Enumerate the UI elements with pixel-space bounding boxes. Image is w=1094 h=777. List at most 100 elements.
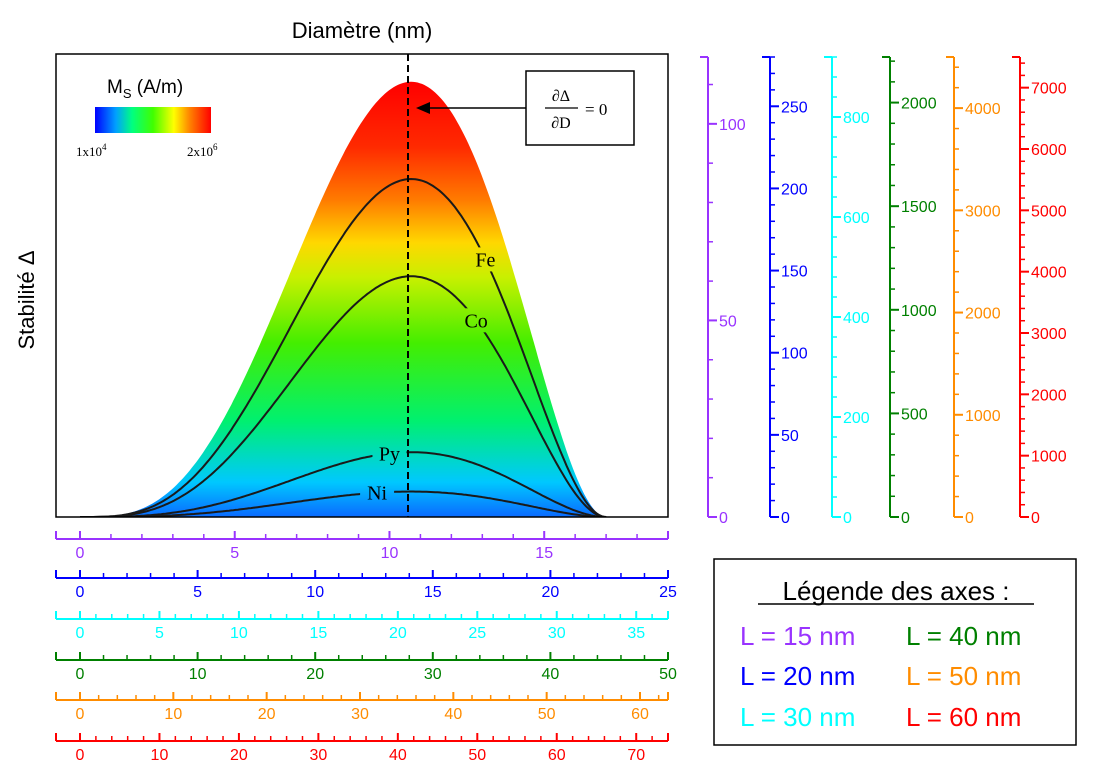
x-tick-label: 20 <box>542 584 560 601</box>
y-tick-label: 1000 <box>965 408 1001 425</box>
x-tick-label: 10 <box>189 666 207 683</box>
x-tick-label: 70 <box>627 747 645 764</box>
x-tick-label: 10 <box>381 545 399 562</box>
x-tick-label: 0 <box>76 625 85 642</box>
material-labels: Fe Co Py Ni <box>360 247 503 505</box>
legend-entry: L = 20 nm <box>740 661 855 691</box>
y-tick-label: 0 <box>843 510 852 527</box>
x-tick-label: 25 <box>659 584 677 601</box>
x-tick-label: 50 <box>468 747 486 764</box>
y-tick-label: 500 <box>901 406 928 423</box>
y-tick-label: 1000 <box>901 303 937 320</box>
y-axis-4: 0 1000 2000 3000 4000 <box>946 56 1001 527</box>
x-tick-label: 25 <box>468 625 486 642</box>
x-tick-label: 20 <box>230 747 248 764</box>
y-tick-label: 0 <box>1031 510 1040 527</box>
plot-frame <box>55 53 669 518</box>
x-axis-2: 0 5 10 15 20 25 30 35 <box>55 611 669 642</box>
material-curves <box>80 177 607 517</box>
y-axis-5: 0 1000 2000 3000 4000 5000 6000 7000 <box>1012 56 1067 527</box>
x-axis-1: 0 5 10 15 20 25 <box>55 570 677 601</box>
colorbar-min-label: 1x104 <box>76 142 107 159</box>
curve-py <box>80 451 607 517</box>
curve-label-fe: Fe <box>475 249 495 271</box>
stability-surface <box>80 81 607 518</box>
curve-label-co: Co <box>464 310 487 332</box>
colorbar-title: MS (A/m) <box>107 77 183 101</box>
x-tick-label: 15 <box>424 584 442 601</box>
annotation-equals: = 0 <box>585 100 607 119</box>
y-tick-label: 200 <box>843 410 870 427</box>
x-tick-label: 30 <box>351 706 369 723</box>
x-tick-label: 10 <box>164 706 182 723</box>
legend-box <box>713 558 1077 746</box>
y-tick-label: 0 <box>719 510 728 527</box>
curve-fe <box>80 177 607 517</box>
x-tick-label: 40 <box>542 666 560 683</box>
curve-ni <box>80 490 607 517</box>
y-tick-label: 800 <box>843 110 870 127</box>
x-tick-label: 40 <box>444 706 462 723</box>
y-tick-label: 2000 <box>901 96 937 113</box>
annotation-denominator: ∂D <box>551 115 570 132</box>
x-tick-label: 50 <box>538 706 556 723</box>
annotation-numerator: ∂Δ <box>552 88 570 105</box>
legend-entry: L = 40 nm <box>906 621 1021 651</box>
x-tick-label: 20 <box>389 625 407 642</box>
x-axes: 0 5 10 15 0 5 10 15 20 25 0 5 10 15 20 25 30 35 0 10 20 30 40 5… <box>55 531 677 764</box>
legend-entries: L = 15 nm L = 40 nm L = 20 nm L = 50 nm L = … <box>740 621 1021 732</box>
x-tick-label: 5 <box>155 625 164 642</box>
y-tick-label: 1500 <box>901 199 937 216</box>
legend-entry: L = 50 nm <box>906 661 1021 691</box>
x-tick-label: 15 <box>535 545 553 562</box>
x-tick-label: 40 <box>389 747 407 764</box>
y-axis-0: 0 50 100 <box>700 56 746 527</box>
y-axis-2: 0 200 400 600 800 <box>824 56 870 527</box>
x-tick-label: 0 <box>76 666 85 683</box>
x-tick-label: 5 <box>193 584 202 601</box>
x-tick-label: 0 <box>76 706 85 723</box>
annotation-arrowhead <box>416 102 430 114</box>
y-tick-label: 7000 <box>1031 81 1067 98</box>
x-axis-4: 0 10 20 30 40 50 60 <box>55 692 669 723</box>
x-tick-label: 5 <box>230 545 239 562</box>
ms-colorbar: MS (A/m) 1x104 2x106 <box>76 77 218 159</box>
y-tick-label: 0 <box>965 510 974 527</box>
legend-entry: L = 15 nm <box>740 621 855 651</box>
y-tick-label: 150 <box>781 264 808 281</box>
y-tick-label: 2000 <box>1031 387 1067 404</box>
y-tick-label: 100 <box>719 117 746 134</box>
y-tick-label: 0 <box>781 510 790 527</box>
x-tick-label: 35 <box>627 625 645 642</box>
x-tick-label: 20 <box>258 706 276 723</box>
x-tick-label: 0 <box>76 584 85 601</box>
y-tick-label: 200 <box>781 181 808 198</box>
y-tick-label: 4000 <box>965 101 1001 118</box>
x-tick-label: 30 <box>424 666 442 683</box>
x-tick-label: 10 <box>230 625 248 642</box>
curve-label-gap <box>360 480 395 505</box>
y-tick-label: 0 <box>901 510 910 527</box>
y-tick-label: 4000 <box>1031 265 1067 282</box>
x-tick-label: 30 <box>548 625 566 642</box>
x-axis-3: 0 10 20 30 40 50 <box>55 652 677 683</box>
curve-label-py: Py <box>379 443 400 465</box>
y-tick-label: 3000 <box>1031 326 1067 343</box>
y-tick-label: 50 <box>719 313 737 330</box>
x-tick-label: 50 <box>659 666 677 683</box>
curve-label-gap <box>459 308 494 333</box>
curve-co <box>80 275 607 517</box>
y-tick-label: 400 <box>843 310 870 327</box>
colorbar-max-label: 2x106 <box>187 142 218 159</box>
chart-title: Diamètre (nm) <box>292 18 433 43</box>
x-tick-label: 10 <box>306 584 324 601</box>
y-tick-label: 2000 <box>965 306 1001 323</box>
x-tick-label: 10 <box>151 747 169 764</box>
y-tick-label: 3000 <box>965 203 1001 220</box>
annotation-box <box>525 70 635 146</box>
y-tick-label: 5000 <box>1031 203 1067 220</box>
y-tick-label: 1000 <box>1031 449 1067 466</box>
x-tick-label: 15 <box>309 625 327 642</box>
x-tick-label: 60 <box>548 747 566 764</box>
